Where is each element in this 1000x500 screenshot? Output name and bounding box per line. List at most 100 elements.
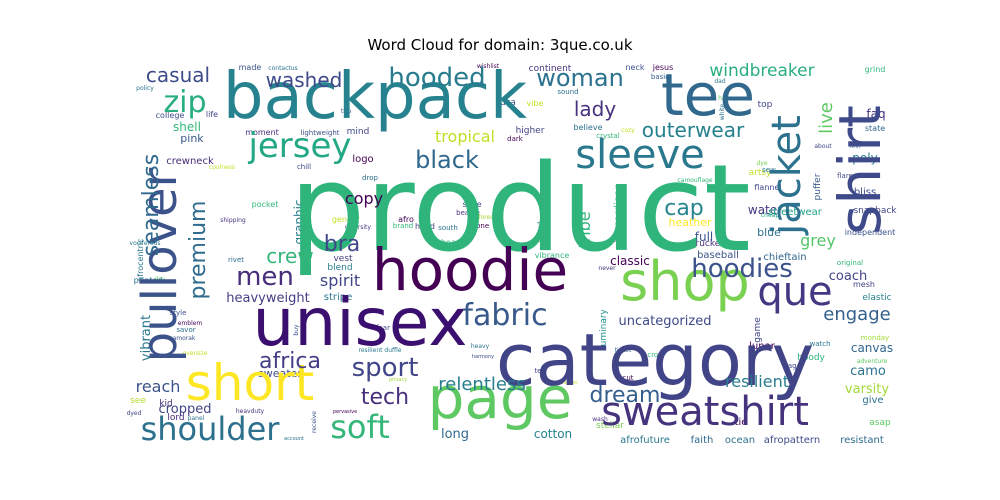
word-pocket: pocket bbox=[252, 200, 279, 209]
word-woman: woman bbox=[536, 64, 624, 92]
word-vibe: vibe bbox=[527, 99, 544, 108]
word-classic: classic bbox=[610, 254, 650, 268]
word-coach: coach bbox=[829, 269, 867, 284]
word-pink: pink bbox=[180, 132, 204, 145]
word-varsity: varsity bbox=[845, 382, 889, 397]
word-believe: believe bbox=[573, 123, 602, 132]
word-basic: basic bbox=[651, 73, 669, 81]
word-rivet: rivet bbox=[228, 256, 244, 264]
word-dark: dark bbox=[507, 135, 524, 143]
word-resilient-duffle: resilient duffle bbox=[358, 347, 401, 354]
word-asap: asap bbox=[869, 418, 891, 428]
word-camouflage: camouflage bbox=[677, 177, 713, 184]
word-reach: reach bbox=[136, 377, 181, 396]
word-trip: trip bbox=[341, 108, 351, 115]
word-cap: cap bbox=[664, 196, 704, 221]
word-fear: fear bbox=[376, 324, 390, 332]
word-outerwear: outerwear bbox=[642, 118, 745, 142]
word-original: original bbox=[837, 259, 863, 267]
word-puffer: puffer bbox=[813, 173, 823, 200]
word-engage: engage bbox=[823, 304, 890, 325]
word-finn: finn bbox=[849, 143, 861, 150]
word-spirit: spirit bbox=[320, 271, 360, 290]
word-dyed: dyed bbox=[127, 410, 142, 417]
word-grey: grey bbox=[800, 231, 836, 250]
word-flare: flare bbox=[837, 172, 853, 180]
word-grind: grind bbox=[865, 65, 886, 74]
word-lunar: lunar bbox=[749, 341, 776, 352]
word-never: never bbox=[598, 265, 616, 272]
word-gender: gender bbox=[332, 215, 361, 224]
word-tech: tech bbox=[361, 385, 409, 410]
word-crop: crop bbox=[647, 351, 663, 359]
word-hood: hood bbox=[415, 222, 435, 231]
word-resistant: resistant bbox=[840, 435, 884, 446]
word-long: long bbox=[441, 427, 469, 442]
word-harmony: harmony bbox=[472, 354, 494, 360]
word-crystal: crystal bbox=[596, 132, 620, 140]
word-stripe: stripe bbox=[324, 292, 353, 303]
word-moment: moment bbox=[245, 128, 279, 137]
word-artsy: artsy bbox=[749, 168, 772, 178]
word-watch: watch bbox=[809, 340, 830, 348]
word-blue: blue bbox=[757, 226, 781, 239]
word-emblem: emblem bbox=[178, 320, 203, 327]
word-style: style bbox=[170, 309, 187, 317]
word-soft: soft bbox=[330, 408, 390, 446]
word-short: short bbox=[186, 354, 315, 412]
word-state: state bbox=[865, 124, 885, 133]
word-stellar: stellar bbox=[596, 421, 624, 431]
word-ticket: ticket bbox=[615, 347, 632, 354]
word-que: que bbox=[757, 269, 832, 315]
word-activewear: activewear bbox=[540, 171, 553, 232]
word-copy: copy bbox=[345, 189, 383, 208]
word-dye: dye bbox=[756, 160, 767, 167]
word-windbreaker: windbreaker bbox=[709, 61, 814, 81]
word-mesh: mesh bbox=[853, 280, 875, 289]
word-savor: savor bbox=[176, 326, 195, 334]
word-heavy: heavy bbox=[471, 343, 490, 350]
word-graphic: graphic bbox=[292, 199, 306, 244]
word-wishlist: wishlist bbox=[477, 63, 500, 70]
word-dad: dad bbox=[714, 78, 725, 85]
word-shoe: shoe bbox=[462, 200, 481, 209]
word-kid: kid bbox=[159, 399, 172, 409]
word-top: top bbox=[758, 100, 773, 110]
word-jacket: jacket bbox=[764, 115, 810, 236]
word-contactus: contactus bbox=[268, 65, 297, 72]
word-wash: wash bbox=[592, 416, 608, 423]
word-relentless: relentless bbox=[438, 374, 525, 395]
word-hoodie: hoodie bbox=[372, 236, 568, 304]
word-afropattern: afropattern bbox=[764, 435, 820, 446]
word-usa: usa bbox=[500, 98, 516, 108]
word-uncategorized: uncategorized bbox=[619, 314, 712, 329]
word-printed: printed bbox=[134, 276, 163, 285]
word-college: college bbox=[156, 111, 185, 120]
word-sound: sound bbox=[557, 88, 578, 96]
word-shirt: shirt bbox=[826, 105, 894, 235]
word-cut: cut bbox=[622, 374, 633, 382]
word-tribe: tribe bbox=[575, 211, 594, 248]
word-jesus: jesus bbox=[652, 63, 674, 72]
word-live: live bbox=[816, 102, 837, 134]
word-beach: beach bbox=[441, 238, 465, 247]
word-cheap: cheap bbox=[761, 212, 779, 219]
word-casual: casual bbox=[146, 63, 210, 87]
word-sleeve: sleeve bbox=[575, 132, 704, 178]
word-neck: neck bbox=[625, 63, 644, 72]
word-afrofuture: afrofuture bbox=[620, 435, 670, 446]
word-bliss: bliss bbox=[854, 187, 876, 198]
word-chieftain: chieftain bbox=[763, 252, 806, 263]
word-black: black bbox=[415, 146, 479, 174]
word-canvas: canvas bbox=[851, 341, 893, 355]
word-elastic: elastic bbox=[862, 293, 891, 303]
word-baseball: baseball bbox=[697, 250, 739, 261]
word-lord: lord bbox=[167, 413, 184, 423]
word-zip: zip bbox=[163, 85, 206, 120]
word-heavyweight: heavyweight bbox=[226, 291, 309, 306]
word-cozy: cozy bbox=[621, 127, 635, 134]
chart-title: Word Cloud for domain: 3que.co.uk bbox=[367, 36, 633, 54]
word-streetwear: streetwear bbox=[768, 207, 823, 218]
word-brand: brand bbox=[393, 222, 414, 230]
